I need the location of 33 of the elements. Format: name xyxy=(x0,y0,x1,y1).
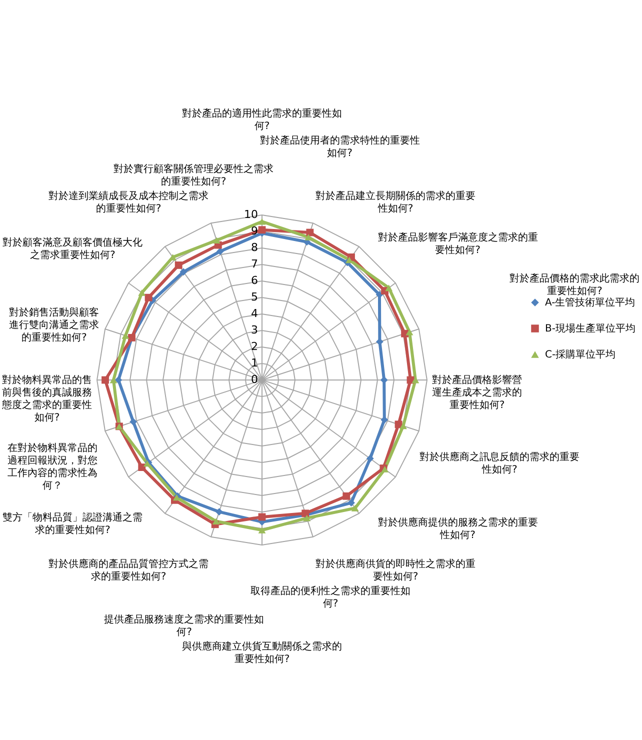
spoke-label: 對於供應商的產品品質管控方式之需求的重要性如何? xyxy=(48,558,208,582)
spoke-label: 對於產品建立長期關係的需求的重要性如何? xyxy=(316,190,476,215)
y-tick-label: 2 xyxy=(251,340,258,353)
spoke-label: 在對於物料異常品的過程回報狀況，對您工作內容的需求性為何？ xyxy=(7,442,98,492)
y-tick-label: 0 xyxy=(251,373,258,386)
spoke-label: 對於產品影響客戶滿意度之需求的重要性如何? xyxy=(378,232,538,256)
spoke-label: 對於銷售活動與顧客進行雙向溝通之需求的重要性如何? xyxy=(9,306,100,344)
spoke-label: 對於實行顧客關係管理必要性之需求的重要性如何? xyxy=(114,163,274,188)
legend-label: A-生管技術單位平均 xyxy=(545,296,636,308)
spoke-label: 雙方「物料品質」認證溝通之需求的重要性如何? xyxy=(2,512,143,536)
spoke-label: 對於達到業績成長及成本控制之需求的重要性如何? xyxy=(48,190,208,215)
spoke-label: 對於產品的適用性此需求的重要性如何? xyxy=(182,108,342,132)
y-tick-label: 1 xyxy=(251,356,258,370)
spoke-label: 對於物料異常品的售前與售後的真誠服務態度之需求的重要性如何? xyxy=(1,374,92,424)
spoke-label: 取得產品的便利性之需求的重要性如何? xyxy=(250,584,410,610)
y-tick-label: 7 xyxy=(251,258,258,270)
spoke-label: 對於產品價格影響營運生產成本之需求的重要性如何? xyxy=(432,374,522,411)
spoke-label: 與供應商建立供貨互動關係之需求的重要性如何? xyxy=(182,640,342,665)
spoke-label: 對於供應商供貨的即時性之需求的重要性如何? xyxy=(316,558,476,582)
spoke-label: 對於產品價格的需求此需求的重要性如何? xyxy=(510,272,640,297)
spoke-label: 對於供應商之訊息反饋的需求的重要性如何? xyxy=(420,451,580,476)
y-tick-label: 10 xyxy=(244,208,258,221)
legend-label: C-採購單位平均 xyxy=(545,348,616,360)
legend-label: B-現場生產單位平均 xyxy=(545,322,636,334)
spoke-label: 提供產品服務速度之需求的重要性如何? xyxy=(104,613,264,638)
y-tick-label: 8 xyxy=(251,241,258,254)
spoke-label: 對於產品使用者的需求特性的重要性如何? xyxy=(260,134,420,160)
spoke-label: 對於顧客滿意及顧客價值極大化之需求重要性如何? xyxy=(2,236,143,261)
y-tick-label: 6 xyxy=(251,274,258,287)
y-tick-label: 5 xyxy=(251,290,258,304)
spoke-label: 對於供應商提供的服務之需求的重要性如何? xyxy=(378,516,538,541)
y-tick-label: 3 xyxy=(251,324,258,336)
y-tick-label: 4 xyxy=(251,307,258,320)
